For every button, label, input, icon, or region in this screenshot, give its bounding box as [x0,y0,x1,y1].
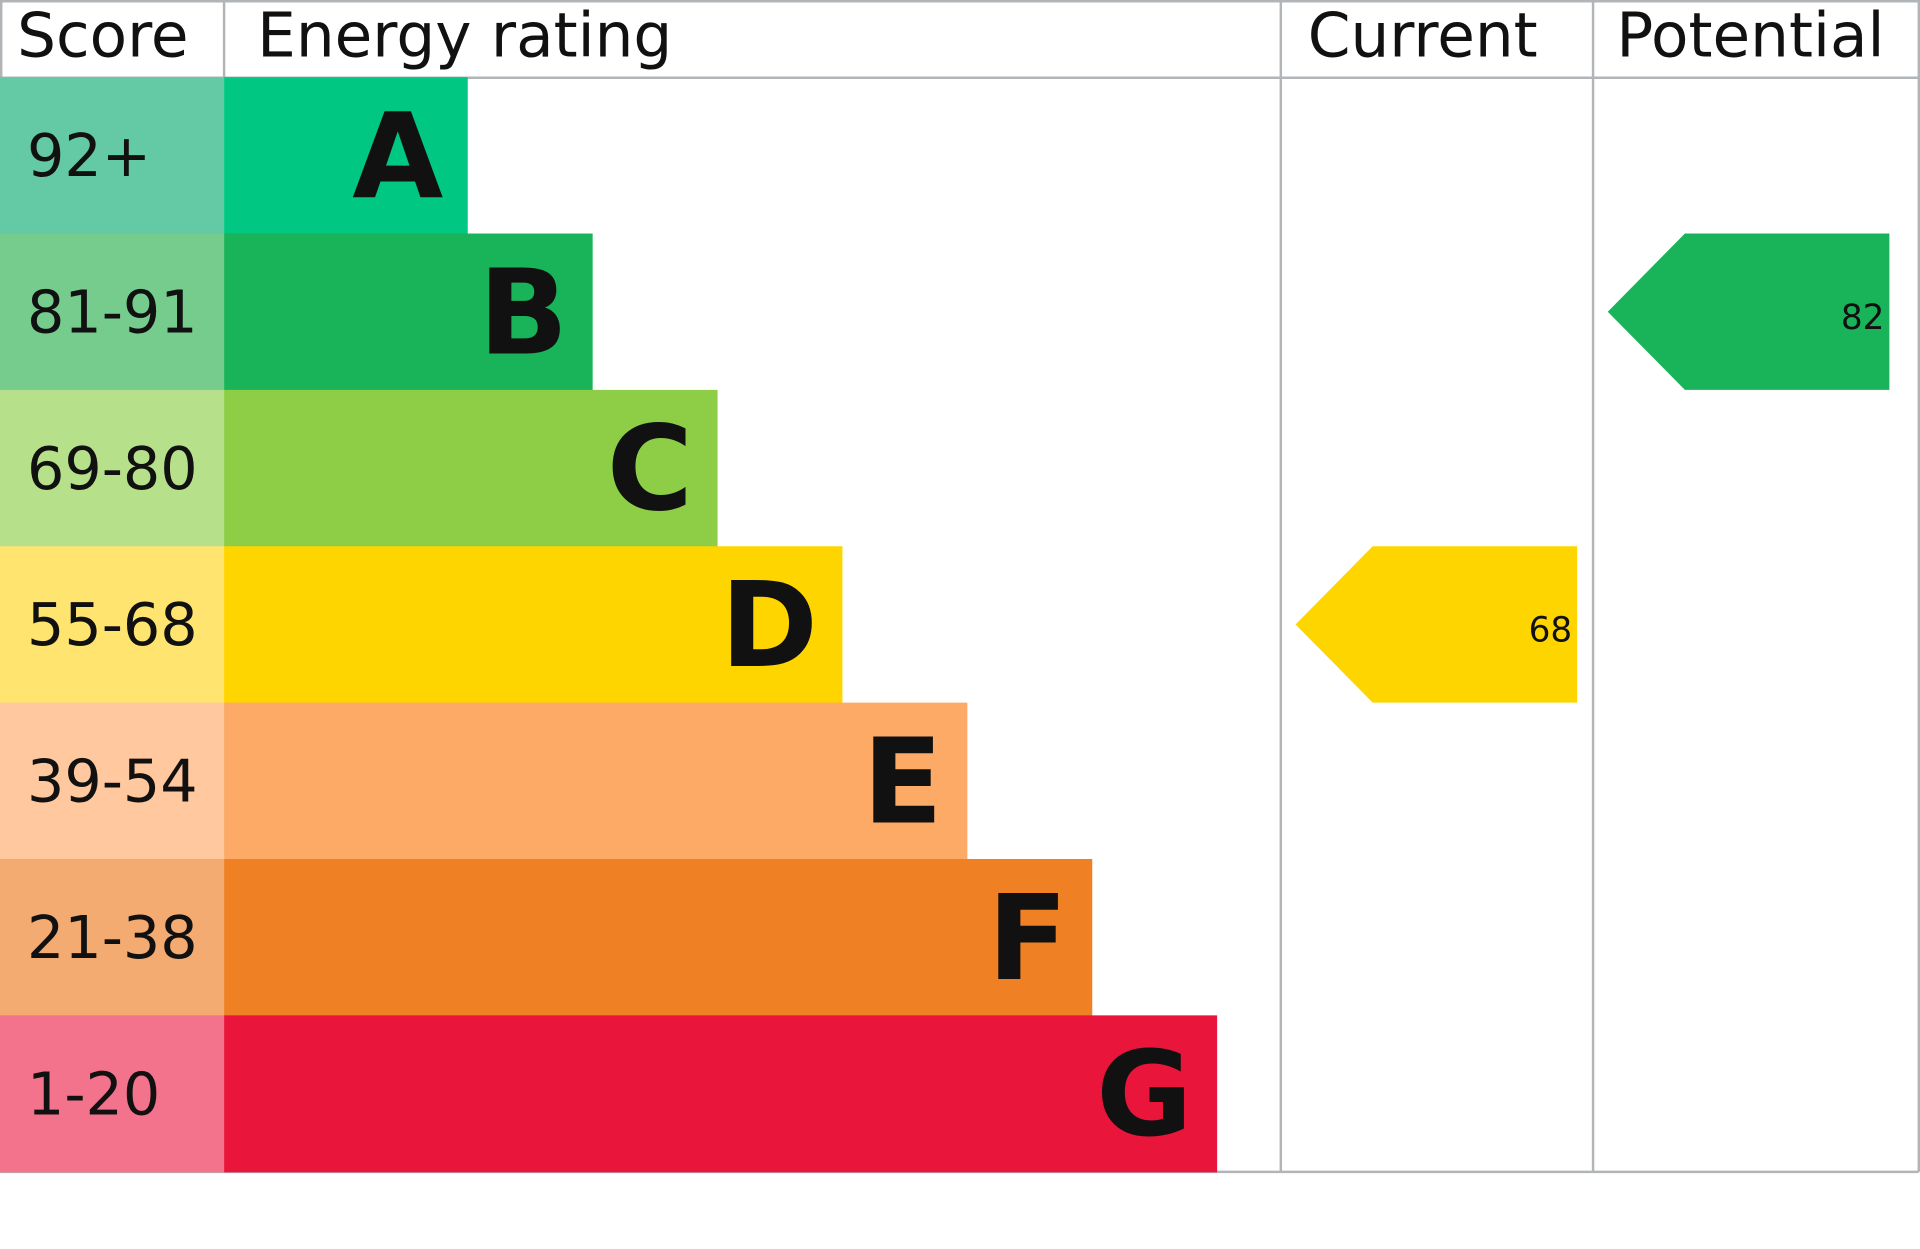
score-cell-e [0,702,225,860]
potential-rating-arrow [1607,233,1890,390]
band-letter-label: E [863,713,943,850]
score-cell-c [0,389,225,547]
potential-rating-value: 82 [1841,298,1885,338]
score-cell-d [0,546,225,704]
header-current: Current [1308,0,1538,71]
score-cell-f [0,858,225,1016]
band-letter-label: F [987,870,1067,1007]
band-letter-label: D [720,557,818,694]
band-letter-label: B [479,244,569,381]
score-range-label: 39-54 [27,747,198,816]
score-range-label: 21-38 [27,903,198,972]
band-letter-label: G [1096,1026,1192,1163]
band-bar-a [224,77,468,235]
band-bar-c [224,389,718,547]
score-range-label: 55-68 [27,590,198,659]
band-bar-d [224,546,843,704]
current-rating-value: 68 [1529,611,1573,651]
score-range-label: 1-20 [27,1059,160,1128]
band-bar-e [224,702,968,860]
header-potential: Potential [1616,0,1884,71]
score-range-label: 81-91 [27,278,198,347]
score-cell-b [0,233,225,391]
header-energy-rating: Energy rating [257,0,672,71]
band-bar-g [224,1015,1218,1173]
score-range-label: 92+ [27,121,151,190]
band-bar-f [224,858,1093,1016]
header-score: Score [17,0,188,71]
band-letter-label: C [607,401,693,538]
score-cell-a [0,77,225,235]
score-cell-g [0,1015,225,1173]
current-rating-arrow [1295,546,1578,703]
score-range-label: 69-80 [27,434,198,503]
band-bar-b [224,233,593,391]
band-letter-label: A [352,88,443,225]
